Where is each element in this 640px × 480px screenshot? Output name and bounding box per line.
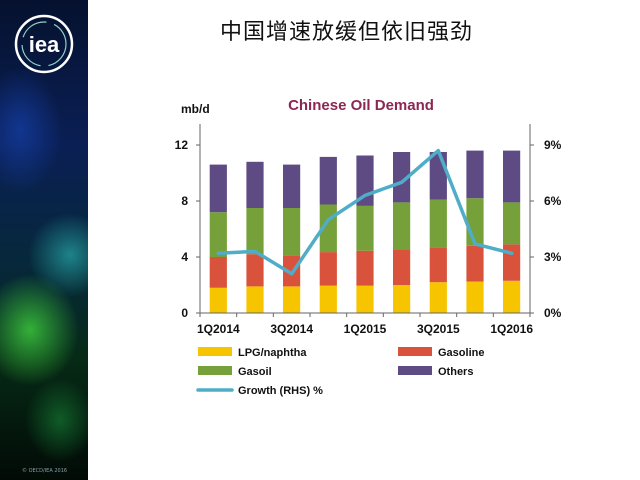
bar-others-1Q2014 [209,164,227,213]
y2-tick-label: 9% [544,138,562,152]
bar-gasoil-2Q2015 [393,202,411,250]
y2-tick-label: 6% [544,194,562,208]
bar-gasoline-1Q2015 [356,250,374,286]
bar-gasoil-4Q2015 [466,198,484,246]
y-axis-label: mb/d [181,102,210,116]
bar-lpg-1Q2016 [503,280,521,313]
bar-gasoline-4Q2015 [466,245,484,282]
bar-others-4Q2015 [466,150,484,199]
legend-swatch-lpg [198,347,232,356]
bar-gasoil-1Q2014 [209,212,227,257]
bar-others-4Q2014 [319,156,337,205]
x-tick-label: 1Q2016 [490,322,533,336]
bar-others-3Q2015 [429,152,447,200]
y-tick-label: 4 [181,250,188,264]
y-tick-label: 8 [181,194,188,208]
logo-text: iea [29,32,60,57]
growth-line [216,148,514,276]
bar-others-2Q2015 [393,152,411,203]
bar-lpg-4Q2014 [319,285,337,313]
bar-lpg-2Q2014 [246,286,264,313]
legend-label-gasoil: Gasoil [238,366,272,378]
bar-gasoil-1Q2015 [356,205,374,251]
legend-label-gasoline: Gasoline [438,347,484,359]
y-tick-label: 12 [175,138,189,152]
x-tick-label: 3Q2015 [417,322,460,336]
legend-label-growth: Growth (RHS) % [238,385,323,397]
bar-lpg-2Q2015 [393,285,411,313]
bar-gasoline-1Q2014 [209,257,227,288]
bar-others-2Q2014 [246,161,264,208]
bar-lpg-4Q2015 [466,281,484,313]
bar-lpg-1Q2014 [209,287,227,313]
slide-title: 中国增速放缓但依旧强劲 [220,20,474,45]
bar-others-3Q2014 [283,164,301,208]
copyright-text: © OECD/IEA 2016 [22,468,68,474]
x-tick-label: 1Q2014 [197,322,240,336]
bar-gasoline-1Q2016 [503,244,521,281]
bar-lpg-3Q2015 [429,282,447,313]
bar-gasoline-2Q2015 [393,250,411,285]
bar-gasoil-3Q2014 [283,208,301,256]
bar-gasoline-3Q2015 [429,247,447,283]
bar-lpg-1Q2015 [356,285,374,313]
y2-tick-label: 3% [544,250,562,264]
y-tick-label: 0 [181,306,188,320]
x-tick-label: 1Q2015 [344,322,387,336]
bar-lpg-3Q2014 [283,286,301,313]
bar-gasoline-2Q2014 [246,254,264,287]
bar-gasoil-2Q2014 [246,208,264,255]
bar-gasoil-1Q2016 [503,202,521,245]
y2-tick-label: 0% [544,306,562,320]
bar-others-1Q2016 [503,150,521,203]
iea-logo: iea [14,14,74,74]
x-tick-label: 3Q2014 [270,322,313,336]
sidebar-decoration: iea © OECD/IEA 2016 [0,0,88,480]
legend-swatch-gasoline [398,347,432,356]
legend-label-others: Others [438,366,473,378]
bar-gasoil-3Q2015 [429,199,447,248]
legend-swatch-gasoil [198,366,232,375]
chart-title: Chinese Oil Demand [288,97,434,114]
legend-swatch-others [398,366,432,375]
bar-gasoline-4Q2014 [319,252,337,286]
legend-label-lpg: LPG/naphtha [238,347,307,359]
